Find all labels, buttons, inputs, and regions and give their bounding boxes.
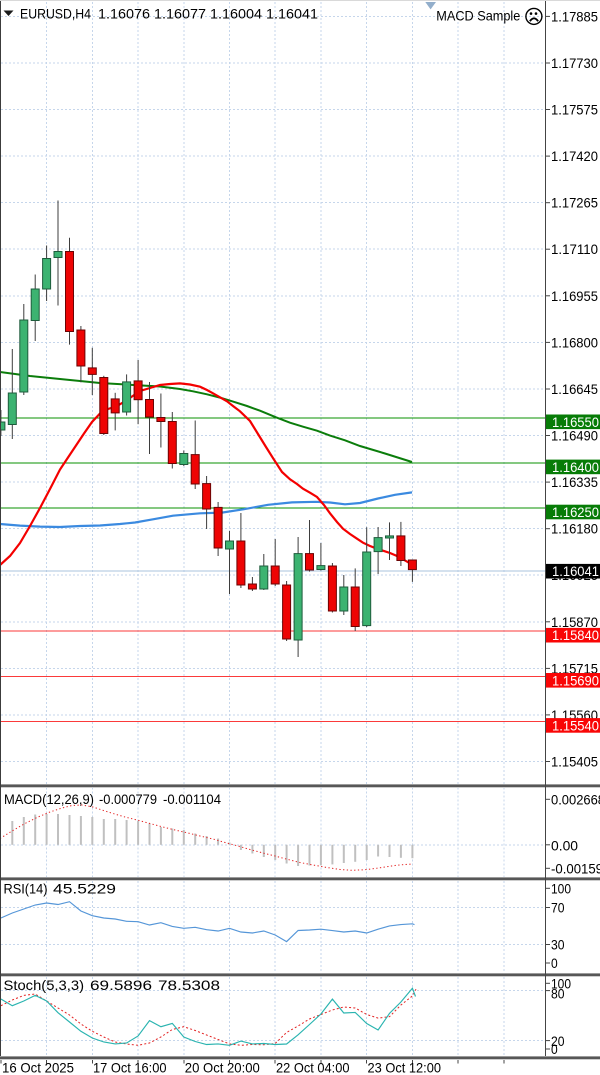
svg-text:1.16180: 1.16180 xyxy=(551,521,598,537)
svg-text:0.00: 0.00 xyxy=(551,837,578,853)
svg-text:70: 70 xyxy=(551,900,565,916)
svg-text:0.002668: 0.002668 xyxy=(551,791,600,807)
svg-text:MACD Sample: MACD Sample xyxy=(436,7,520,23)
svg-text:22 Oct 04:00: 22 Oct 04:00 xyxy=(276,1060,350,1075)
svg-text:1.16077: 1.16077 xyxy=(154,6,206,22)
svg-text:1.17110: 1.17110 xyxy=(551,241,598,257)
svg-text:80: 80 xyxy=(551,986,565,1002)
svg-text:1.17730: 1.17730 xyxy=(551,55,598,71)
svg-text:-0.00159: -0.00159 xyxy=(551,860,600,876)
svg-text:1.15840: 1.15840 xyxy=(552,627,599,643)
svg-text:1.16041: 1.16041 xyxy=(266,6,318,22)
svg-text:45.5229: 45.5229 xyxy=(53,880,116,896)
svg-text:1.17575: 1.17575 xyxy=(551,102,598,118)
svg-text:17 Oct 16:00: 17 Oct 16:00 xyxy=(93,1060,167,1075)
svg-text:0: 0 xyxy=(551,1041,558,1057)
svg-text:100: 100 xyxy=(551,975,571,991)
svg-text:20 Oct 20:00: 20 Oct 20:00 xyxy=(185,1060,260,1075)
svg-text:0: 0 xyxy=(551,955,558,971)
svg-text:1.15690: 1.15690 xyxy=(552,672,599,688)
svg-text:1.15870: 1.15870 xyxy=(551,614,598,630)
svg-text:23 Oct 12:00: 23 Oct 12:00 xyxy=(368,1060,442,1075)
svg-text:1.15715: 1.15715 xyxy=(551,660,598,676)
svg-text:78.5308: 78.5308 xyxy=(158,977,220,993)
svg-text:1.17885: 1.17885 xyxy=(551,8,598,24)
svg-text:MACD(12,26,9): MACD(12,26,9) xyxy=(4,791,94,807)
svg-text:EURUSD,H4: EURUSD,H4 xyxy=(20,6,91,22)
svg-text:100: 100 xyxy=(551,880,571,896)
svg-text:1.16550: 1.16550 xyxy=(552,414,599,430)
svg-text:30: 30 xyxy=(551,937,565,953)
svg-text:1.16400: 1.16400 xyxy=(552,459,599,475)
svg-text:1.16004: 1.16004 xyxy=(210,6,262,22)
svg-text:1.16800: 1.16800 xyxy=(551,334,598,350)
svg-text:-0.001104: -0.001104 xyxy=(163,791,221,807)
svg-text:-0.000779: -0.000779 xyxy=(99,791,157,807)
svg-text:1.16250: 1.16250 xyxy=(552,504,599,520)
svg-text:RSI(14): RSI(14) xyxy=(4,880,48,896)
svg-text:69.5896: 69.5896 xyxy=(90,977,152,993)
svg-text:1.15540: 1.15540 xyxy=(552,717,599,733)
svg-text:1.16335: 1.16335 xyxy=(551,474,598,490)
svg-text:1.17265: 1.17265 xyxy=(551,195,598,211)
svg-text:Stoch(5,3,3): Stoch(5,3,3) xyxy=(4,977,85,993)
svg-text:1.16076: 1.16076 xyxy=(98,6,150,22)
svg-text:1.16041: 1.16041 xyxy=(552,563,599,579)
svg-text:20: 20 xyxy=(551,1033,565,1049)
svg-text:1.16645: 1.16645 xyxy=(551,381,598,397)
svg-text:1.16490: 1.16490 xyxy=(551,428,598,444)
svg-text:1.17420: 1.17420 xyxy=(551,148,598,164)
svg-text:16 Oct 2025: 16 Oct 2025 xyxy=(2,1060,74,1075)
svg-text:1.15405: 1.15405 xyxy=(551,754,598,770)
svg-text:1.16955: 1.16955 xyxy=(551,288,598,304)
